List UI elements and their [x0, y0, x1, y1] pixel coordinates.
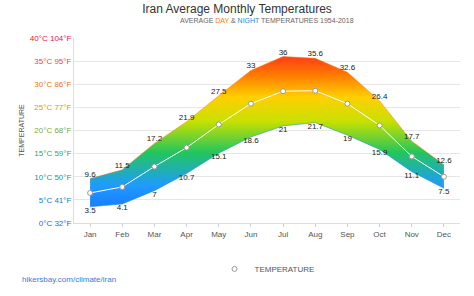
- svg-text:TEMPERATURE: TEMPERATURE: [255, 265, 315, 274]
- svg-text:Feb: Feb: [115, 230, 129, 239]
- svg-text:7.5: 7.5: [438, 187, 450, 196]
- svg-text:15.9: 15.9: [372, 148, 388, 157]
- svg-text:Sep: Sep: [340, 230, 355, 239]
- svg-text:Apr: Apr: [180, 230, 193, 239]
- svg-text:TEMPERATURE: TEMPERATURE: [18, 104, 25, 157]
- svg-text:5°C 41°F: 5°C 41°F: [39, 196, 72, 205]
- svg-text:15°C 59°F: 15°C 59°F: [34, 149, 71, 158]
- svg-text:Aug: Aug: [308, 230, 322, 239]
- svg-text:Jul: Jul: [278, 230, 288, 239]
- svg-text:21.7: 21.7: [307, 122, 323, 131]
- svg-text:Mar: Mar: [148, 230, 162, 239]
- svg-text:Dec: Dec: [437, 230, 451, 239]
- svg-text:15.1: 15.1: [211, 152, 227, 161]
- svg-text:40°C 104°F: 40°C 104°F: [30, 34, 72, 43]
- svg-text:27.5: 27.5: [211, 87, 227, 96]
- svg-text:11.1: 11.1: [404, 171, 420, 180]
- svg-text:12.6: 12.6: [436, 156, 452, 165]
- svg-text:19: 19: [343, 134, 352, 143]
- svg-text:17.7: 17.7: [404, 132, 420, 141]
- svg-text:21.9: 21.9: [179, 113, 195, 122]
- svg-text:11.5: 11.5: [115, 161, 131, 170]
- svg-text:33: 33: [246, 61, 255, 70]
- svg-text:Nov: Nov: [405, 230, 419, 239]
- svg-text:18.6: 18.6: [243, 136, 259, 145]
- svg-text:AVERAGE DAY & NIGHT TEMPERATUR: AVERAGE DAY & NIGHT TEMPERATURES 1954-20…: [180, 17, 354, 24]
- svg-text:21: 21: [279, 125, 288, 134]
- svg-text:30°C 86°F: 30°C 86°F: [34, 80, 71, 89]
- svg-text:0°C 32°F: 0°C 32°F: [39, 219, 72, 228]
- svg-text:32.6: 32.6: [340, 63, 356, 72]
- svg-text:26.4: 26.4: [372, 92, 388, 101]
- svg-text:7: 7: [152, 190, 157, 199]
- svg-text:25°C 77°F: 25°C 77°F: [34, 103, 71, 112]
- svg-text:9.6: 9.6: [85, 170, 97, 179]
- svg-text:Oct: Oct: [373, 230, 386, 239]
- svg-text:10.7: 10.7: [179, 173, 195, 182]
- svg-text:35°C 95°F: 35°C 95°F: [34, 57, 71, 66]
- svg-text:Jun: Jun: [244, 230, 257, 239]
- svg-text:35.6: 35.6: [307, 49, 323, 58]
- svg-text:10°C 50°F: 10°C 50°F: [34, 173, 71, 182]
- svg-text:20°C 68°F: 20°C 68°F: [34, 126, 71, 135]
- svg-text:Iran Average Monthly Temperatu: Iran Average Monthly Temperatures: [142, 2, 332, 16]
- svg-text:hikersbay.com/climate/iran: hikersbay.com/climate/iran: [22, 275, 116, 284]
- svg-text:4.1: 4.1: [117, 203, 129, 212]
- svg-text:36: 36: [279, 48, 288, 57]
- svg-text:May: May: [211, 230, 226, 239]
- svg-text:3.5: 3.5: [85, 206, 97, 215]
- svg-text:17.2: 17.2: [147, 134, 163, 143]
- svg-text:Jan: Jan: [84, 230, 97, 239]
